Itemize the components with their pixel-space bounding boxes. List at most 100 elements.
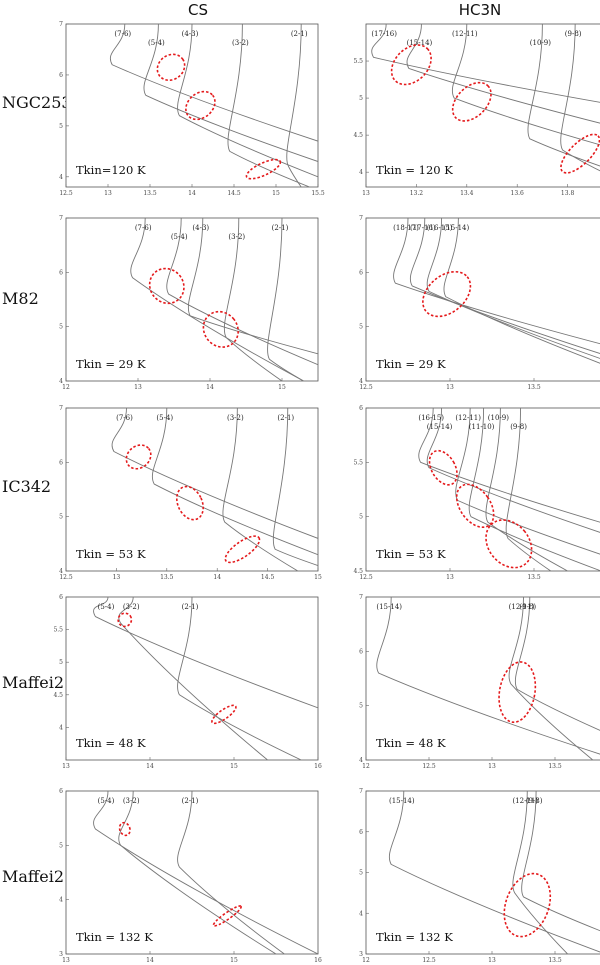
transition-label: (9-8) (519, 603, 536, 611)
transition-label: (9-8) (526, 797, 543, 805)
x-tick-label: 13.5 (527, 384, 541, 391)
panel-9: 1212.51313.51434567(15-14)(12-11)(9-8)Tk… (359, 788, 600, 964)
transition-label: (5-4) (171, 233, 188, 241)
transition-label: (15-14) (376, 603, 402, 611)
series-line (371, 24, 600, 103)
transition-label: (17-16) (371, 30, 397, 38)
solution-ellipse (245, 158, 282, 180)
solution-ellipse (422, 270, 472, 318)
x-tick-label: 16 (314, 957, 322, 964)
series-line (286, 24, 302, 187)
x-tick-label: 13 (362, 190, 370, 197)
series-line (410, 218, 600, 354)
series-line (223, 218, 283, 381)
plot-frame (65, 407, 319, 572)
y-tick-label: 6 (359, 405, 363, 412)
series-group (130, 218, 318, 381)
y-tick-label: 5 (359, 95, 363, 102)
series-line (177, 791, 285, 954)
y-tick-label: 5 (359, 324, 363, 331)
x-tick-label: 13 (134, 384, 142, 391)
series-group (376, 597, 600, 760)
x-tick-label: 13.8 (561, 190, 575, 197)
plot-frame (65, 790, 319, 955)
transition-label: (15-14) (389, 797, 415, 805)
x-tick-label: 13.5 (527, 574, 541, 581)
transition-label: (10-9) (530, 39, 551, 47)
solution-ellipse (148, 267, 185, 305)
x-tick-label: 12.5 (59, 574, 73, 581)
transition-label: (11-10) (469, 423, 495, 431)
series-line (508, 597, 594, 760)
series-line (93, 791, 318, 954)
y-tick-label: 7 (359, 594, 363, 601)
solution-ellipse (156, 53, 186, 82)
x-tick-label: 13.4 (460, 190, 474, 197)
solution-ellipse (560, 133, 600, 174)
plot-frame (365, 407, 600, 572)
solution-ellipse (125, 444, 152, 470)
tkin-annotation: Tkin = 48 K (376, 736, 446, 750)
solution-ellipse (212, 905, 242, 927)
y-tick-label: 6 (59, 269, 63, 276)
series-group (393, 218, 600, 364)
solution-ellipse (503, 872, 552, 938)
solution-ellipse (390, 44, 432, 86)
series-line (118, 597, 268, 760)
transition-label: (7-6) (114, 30, 131, 38)
y-tick-label: 4 (59, 174, 63, 181)
transition-label: (15-14) (427, 423, 453, 431)
row-label-maffei2-1: Maffei2 (2, 673, 64, 692)
x-tick-label: 13.5 (143, 190, 157, 197)
y-tick-label: 3 (59, 951, 63, 958)
y-tick-label: 4.5 (353, 132, 363, 139)
y-tick-label: 5 (59, 659, 63, 666)
y-tick-label: 6 (359, 829, 363, 836)
transition-label: (2-1) (182, 603, 199, 611)
y-tick-label: 4.5 (353, 568, 363, 575)
solution-ellipse (498, 661, 537, 724)
transition-label: (3-2) (228, 233, 245, 241)
y-tick-label: 6 (59, 788, 63, 795)
x-tick-label: 15 (230, 763, 238, 770)
series-group (93, 791, 318, 954)
solution-ellipse (455, 483, 495, 529)
y-tick-label: 4 (359, 169, 363, 176)
solution-ellipse (117, 612, 133, 628)
y-tick-label: 7 (59, 405, 63, 412)
series-group (418, 408, 600, 571)
plot-frame (365, 790, 600, 955)
series-line (560, 24, 600, 172)
series-line (426, 218, 600, 359)
series-line (451, 24, 600, 146)
x-tick-label: 14 (206, 384, 214, 391)
panel-1: 1313.213.413.613.81444.555.5(17-16)(15-1… (353, 23, 600, 197)
y-tick-label: 5.5 (53, 627, 63, 634)
transition-label: (3-2) (123, 603, 140, 611)
x-tick-label: 13 (446, 574, 454, 581)
transition-label: (4-3) (192, 224, 209, 232)
x-tick-label: 15 (314, 574, 322, 581)
row-label-m82: M82 (2, 289, 39, 308)
series-line (514, 597, 600, 731)
panel-0: 12.5 13 13.5 14 14.5 15 15.5 4 5 6 7 (7-6) (5-4) (4-3… (59, 21, 325, 197)
series-line (187, 218, 318, 355)
series-line (443, 218, 600, 364)
series-line (512, 791, 568, 954)
y-tick-label: 4 (359, 757, 363, 764)
transition-label: (2-1) (272, 224, 289, 232)
transition-label: (3-2) (232, 39, 249, 47)
x-tick-label: 13.2 (410, 190, 424, 197)
y-tick-label: 6 (59, 459, 63, 466)
y-tick-label: 6 (59, 594, 63, 601)
transition-label: (5-4) (148, 39, 165, 47)
panels-group: 12.5 13 13.5 14 14.5 15 15.5 4 5 6 7 (7-6) (5-4) (4-3… (53, 21, 600, 964)
tkin-annotation: Tkin = 29 K (376, 357, 446, 371)
x-tick-label: 12.5 (359, 384, 373, 391)
transition-label: (4-3) (182, 30, 199, 38)
plot-frame (365, 217, 600, 382)
transition-label: (3-2) (123, 797, 140, 805)
series-line (393, 218, 600, 345)
transition-label: (5-4) (98, 797, 115, 805)
series-line (267, 218, 304, 381)
